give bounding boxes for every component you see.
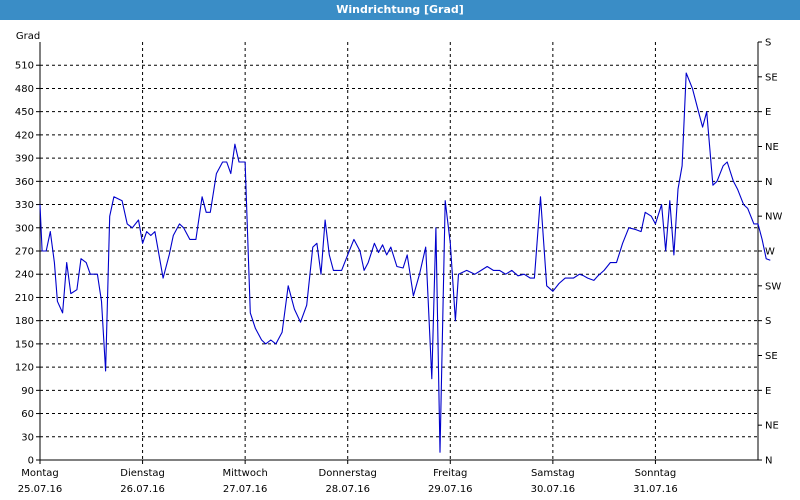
- y-tick-label: 420: [15, 130, 34, 141]
- y-tick-label: 300: [15, 223, 34, 234]
- y-tick-label: 120: [15, 363, 34, 374]
- x-day-label: Freitag: [433, 468, 467, 479]
- y-tick-label: 240: [15, 270, 34, 281]
- right-axis-label: SE: [765, 72, 778, 83]
- right-axis-label: E: [765, 386, 771, 397]
- right-axis-label: SW: [765, 281, 781, 292]
- x-date-label: 29.07.16: [428, 484, 473, 495]
- y-tick-label: 330: [15, 200, 34, 211]
- chart-area: 0 30 60 90 120 150 180 210 240 270 300 330 360 390 420…: [0, 20, 800, 500]
- y-tick-label: 450: [15, 107, 34, 118]
- y-tick-label: 360: [15, 177, 34, 188]
- x-date-label: 26.07.16: [120, 484, 165, 495]
- y-tick-label: 180: [15, 316, 34, 327]
- y-tick-label: 30: [21, 432, 34, 443]
- right-axis-label: N: [765, 177, 772, 188]
- x-day-label: Sonntag: [635, 468, 677, 479]
- y-tick-label: 510: [15, 61, 34, 72]
- y-tick-label: 90: [21, 386, 34, 397]
- right-axis-label: NW: [765, 212, 782, 223]
- y-tick-label: 60: [21, 409, 34, 420]
- right-axis-label: S: [765, 316, 771, 327]
- y-tick-label: 150: [15, 339, 34, 350]
- x-date-label: 31.07.16: [633, 484, 678, 495]
- right-axis-label: S: [765, 38, 771, 49]
- window-title: Windrichtung [Grad]: [0, 0, 800, 20]
- right-axis-label: NE: [765, 421, 779, 432]
- right-axis-label: N: [765, 456, 772, 467]
- x-day-label: Montag: [21, 468, 58, 479]
- x-day-label: Dienstag: [120, 468, 165, 479]
- right-axis-label: E: [765, 107, 771, 118]
- y-tick-label: 480: [15, 84, 34, 95]
- x-date-label: 28.07.16: [325, 484, 370, 495]
- x-date-label: 30.07.16: [531, 484, 576, 495]
- x-day-label: Samstag: [531, 468, 575, 479]
- x-date-label: 25.07.16: [18, 484, 63, 495]
- series-line: [39, 72, 771, 453]
- y-tick-label: 210: [15, 293, 34, 304]
- y-tick-label: 390: [15, 154, 34, 165]
- right-axis-label: W: [765, 247, 775, 258]
- y-tick-label: 270: [15, 247, 34, 258]
- chart-svg: 0 30 60 90 120 150 180 210 240 270 300 330 360 390 420…: [15, 31, 783, 495]
- y-tick-label: 0: [28, 456, 34, 467]
- right-axis-label: NE: [765, 142, 779, 153]
- y-axis-label: Grad: [16, 31, 40, 42]
- x-date-label: 27.07.16: [223, 484, 268, 495]
- wind-direction-chart: 0 30 60 90 120 150 180 210 240 270 300 330 360 390 420…: [0, 20, 800, 500]
- right-axis-label: SE: [765, 351, 778, 362]
- x-day-label: Mittwoch: [222, 468, 267, 479]
- x-day-label: Donnerstag: [319, 468, 377, 479]
